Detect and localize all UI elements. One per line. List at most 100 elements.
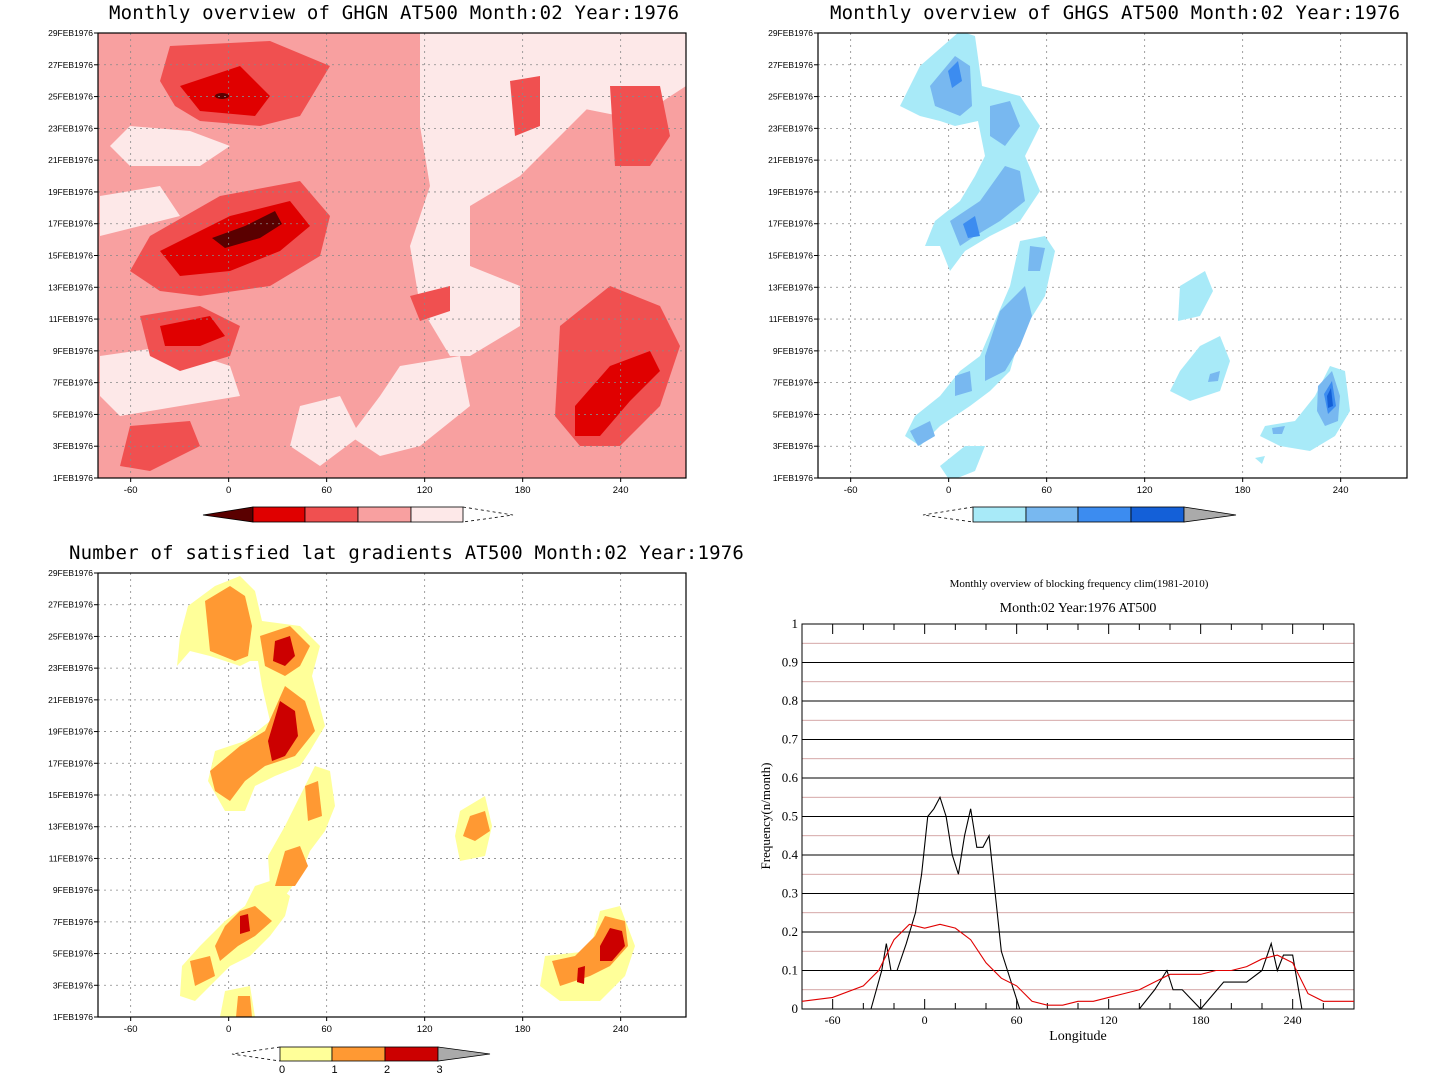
gradients-colorbar-label: 3 (436, 1064, 442, 1076)
ghgn-y-tick-label: 11FEB1976 (49, 314, 94, 324)
ghgn-y-tick-label: 21FEB1976 (48, 155, 93, 165)
ghgn-colorbar (202, 506, 514, 523)
gradients-x-tick-label: 0 (226, 1024, 231, 1035)
line-chart-y-tick-label: 0.3 (782, 886, 798, 901)
ghgn-y-tick-label: 15FEB1976 (48, 251, 93, 261)
ghgs-contour-5 (985, 286, 1032, 381)
gradients-x-tick-label: -60 (124, 1024, 138, 1035)
line-series-black (802, 795, 1354, 1010)
ghgn-x-tick-label: 60 (321, 485, 332, 496)
gradients-y-tick-label: 7FEB1976 (53, 917, 93, 927)
ghgn-contour-light (350, 356, 470, 456)
line-chart-y-tick-label: 0.6 (782, 770, 799, 785)
ghgn-contour-medium (610, 86, 670, 166)
ghgs-colorbar-label: 20 (1179, 525, 1191, 526)
ghgs-x-tick-label: 120 (1137, 485, 1153, 496)
ghgn-y-tick-label: 25FEB1976 (48, 92, 93, 102)
ghgn-x-tick-label: 180 (515, 485, 531, 496)
ghgn-y-tick-label: 5FEB1976 (53, 409, 93, 419)
gradients-contour-2 (268, 701, 298, 761)
ghgs-x-tick-label: -60 (844, 485, 858, 496)
ghgs-y-tick-label: 11FEB1976 (769, 314, 814, 324)
ghgs-contour-5 (955, 371, 972, 396)
line-chart-y-tick-label: 0.8 (782, 693, 798, 708)
ghgn-y-tick-label: 9FEB1976 (53, 346, 93, 356)
ghgs-y-tick-label: 27FEB1976 (768, 60, 813, 70)
ghgn-colorbar-label: -20 (355, 525, 371, 526)
gradients-x-tick-label: 120 (417, 1024, 433, 1035)
gradients-contour-1 (275, 846, 308, 886)
ghgn-x-tick-label: -60 (124, 485, 138, 496)
gradients-y-tick-label: 21FEB1976 (48, 695, 93, 705)
gradients-y-tick-label: 1FEB1976 (53, 1012, 93, 1022)
ghgn-x-tick-label: 120 (417, 485, 433, 496)
ghgs-contour-0 (1170, 336, 1230, 401)
ghgs-contour-0 (905, 236, 1055, 446)
ghgn-colorbar-label: -30 (303, 525, 319, 526)
line-chart-y-tick-label: 1 (792, 616, 799, 631)
ghgs-y-tick-label: 3FEB1976 (773, 441, 813, 451)
ghgs-contour-5 (930, 56, 972, 116)
line-chart-y-tick-label: 0.1 (782, 963, 798, 978)
gradients-contour-1 (236, 996, 252, 1017)
line-chart-x-tick-label: 0 (922, 1013, 928, 1027)
gradients-contour-1 (205, 586, 252, 661)
ghgs-colorbar-label: 15 (1126, 525, 1138, 526)
gradients-contour-1 (215, 906, 272, 961)
ghgs-x-tick-label: 0 (946, 485, 951, 496)
ghgn-y-tick-label: 29FEB1976 (48, 28, 93, 38)
ghgs-contour-10 (948, 61, 962, 88)
ghgs-colorbar-label: 10 (1074, 525, 1086, 526)
ghgs-y-tick-label: 9FEB1976 (773, 346, 813, 356)
line-chart-y-tick-label: 0.5 (782, 809, 798, 824)
ghgs-y-tick-label: 23FEB1976 (768, 123, 813, 133)
ghgn-y-tick-label: 13FEB1976 (48, 282, 93, 292)
ghgs-y-tick-label: 29FEB1976 (768, 28, 813, 38)
ghgs-y-tick-label: 7FEB1976 (773, 378, 813, 388)
gradients-y-tick-label: 19FEB1976 (48, 727, 93, 737)
ghgn-y-tick-label: 3FEB1976 (53, 441, 93, 451)
ghgs-y-tick-label: 17FEB1976 (768, 219, 813, 229)
ghgs-y-tick-label: 25FEB1976 (768, 92, 813, 102)
gradients-y-tick-label: 9FEB1976 (53, 885, 93, 895)
ghgs-contour-15 (1327, 388, 1333, 408)
ghgs-contour-5 (1272, 426, 1285, 434)
ghgs-contour-0 (940, 446, 985, 478)
gradients-y-tick-label: 25FEB1976 (48, 631, 93, 641)
ghgs-contour-0 (1255, 456, 1265, 464)
gradients-contour-1 (463, 811, 490, 841)
gradients-contour-2 (600, 928, 625, 961)
line-chart-x-tick-label: 240 (1284, 1013, 1302, 1027)
line-chart-x-tick-label: 120 (1100, 1013, 1118, 1027)
ghgs-y-tick-label: 1FEB1976 (773, 473, 813, 483)
line-chart-y-tick-label: 0.7 (782, 732, 799, 747)
gradients-colorbar-label: 2 (384, 1064, 390, 1076)
ghgs-contour-0 (1178, 271, 1213, 321)
gradients-title: Number of satisfied lat gradients AT500 … (69, 542, 745, 564)
gradients-y-tick-label: 13FEB1976 (48, 822, 93, 832)
ghgn-colorbar-label: 0 (465, 525, 471, 526)
ghgn-contour-light (290, 396, 360, 466)
ghgn-contour-light (410, 33, 686, 356)
gradients-y-tick-label: 11FEB1976 (49, 853, 94, 863)
ghgn-contour-medium (410, 286, 450, 321)
gradients-contour-2 (577, 966, 585, 984)
line-chart-subtitle: Month:02 Year:1976 AT500 (1000, 601, 1157, 616)
line-chart-y-tick-label: 0.4 (782, 847, 799, 862)
gradients-colorbar-label: 0 (279, 1064, 285, 1076)
gradients-x-tick-label: 60 (321, 1024, 332, 1035)
gradients-y-tick-label: 3FEB1976 (53, 980, 93, 990)
ghgs-x-tick-label: 180 (1235, 485, 1251, 496)
ghgn-title: Monthly overview of GHGN AT500 Month:02 … (109, 2, 680, 24)
gradients-contour-1 (305, 781, 322, 821)
ghgs-y-tick-label: 15FEB1976 (768, 251, 813, 261)
gradients-chart: 1FEB1976 3FEB1976 5FEB1976 7FEB1976 9FEB1976… (48, 568, 687, 1076)
line-series-red (801, 923, 1354, 1006)
ghgs-contour-5 (1208, 371, 1220, 382)
ghgn-y-tick-label: 7FEB1976 (53, 378, 93, 388)
gradients-contour-2 (240, 914, 250, 934)
ghgs-y-tick-label: 5FEB1976 (773, 409, 813, 419)
line-chart-ylabel: Frequency(n/month) (758, 763, 773, 870)
ghgn-contour-light (110, 126, 230, 166)
line-chart-y-tick-label: 0.9 (782, 655, 798, 670)
